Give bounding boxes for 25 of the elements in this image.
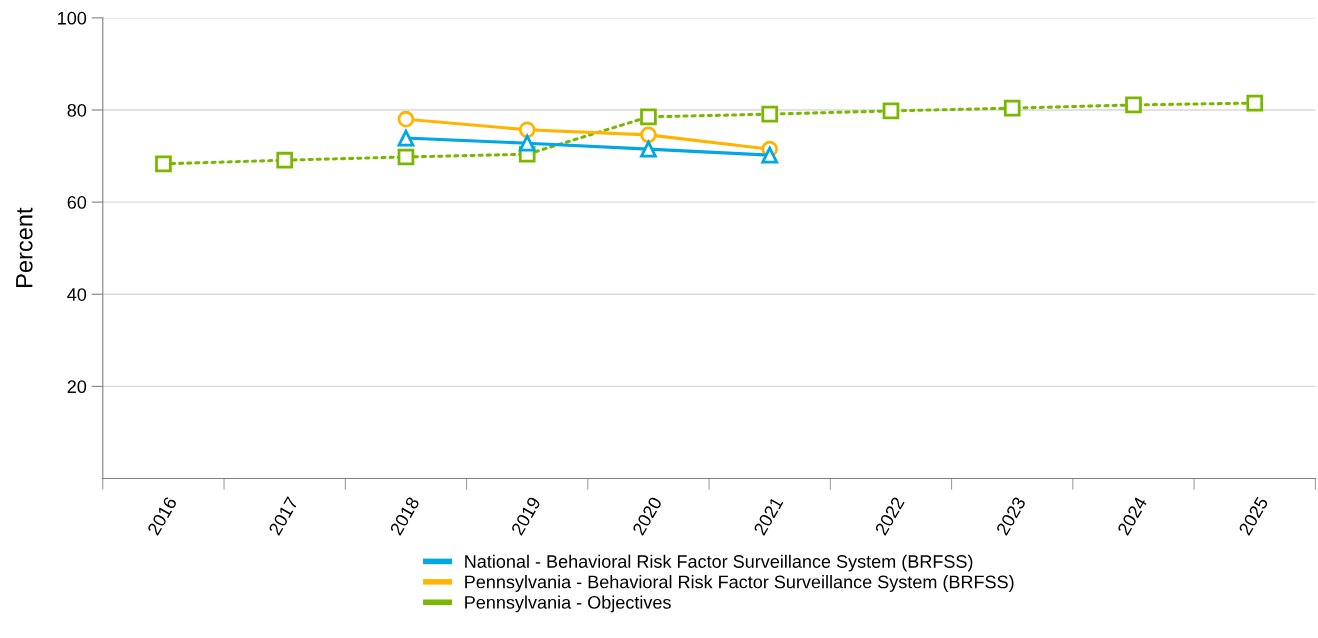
legend-label: National - Behavioral Risk Factor Surveillance System (BRFSS) [465,554,973,572]
y-tick-label: 100 [58,11,87,25]
point [397,129,415,147]
y-tick-label: 40 [67,288,87,301]
point [640,108,657,126]
point [1003,99,1021,117]
point [761,105,779,123]
point [155,155,172,173]
point [518,121,536,139]
y-tick-label: 80 [67,103,87,117]
y-tick-label: 60 [67,196,87,209]
legend-label: Pennsylvania - Behavioral Risk Factor Surveillance System (BRFSS) [465,575,1014,592]
point [1125,96,1142,114]
point [640,140,657,158]
y-tick-label: 20 [67,380,87,394]
point [397,110,415,128]
point [1246,94,1264,112]
point [640,126,657,144]
y-axis-title: Percent [16,207,33,287]
point [882,102,900,120]
point [761,146,779,164]
point [518,134,536,152]
point [276,151,294,169]
point [397,148,415,166]
legend-label: Pennsylvania - Objectives [465,595,671,613]
